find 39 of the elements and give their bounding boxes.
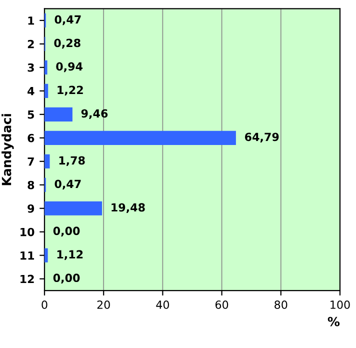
bar xyxy=(44,130,236,145)
bar xyxy=(44,154,50,168)
data-label: 0,47 xyxy=(54,180,81,190)
data-label: 0,00 xyxy=(53,274,80,284)
y-tick-label: 11 xyxy=(20,251,34,260)
data-label: 1,78 xyxy=(59,156,85,166)
bar xyxy=(44,107,72,122)
data-label: 1,22 xyxy=(58,86,83,96)
x-tick-label: 100 xyxy=(330,300,350,309)
y-tick-label: 9 xyxy=(28,204,34,213)
x-tick-label: 60 xyxy=(215,300,228,309)
y-tick-label: 6 xyxy=(28,134,34,142)
bar xyxy=(44,84,48,98)
data-label: 64,79 xyxy=(244,132,279,143)
y-axis-title: Kandydaci xyxy=(2,114,14,186)
data-label: 9,46 xyxy=(81,109,108,120)
y-tick-label: 5 xyxy=(28,110,34,119)
data-label: 0,47 xyxy=(54,15,81,26)
data-label: 0,94 xyxy=(56,62,83,72)
data-label: 1,12 xyxy=(57,250,83,260)
y-tick-label: 4 xyxy=(28,87,34,96)
x-tick-label: 40 xyxy=(156,300,170,309)
data-label: 0,28 xyxy=(54,38,80,49)
x-tick-label: 20 xyxy=(97,300,110,309)
bar xyxy=(44,248,48,262)
x-tick-label: 0 xyxy=(42,300,48,309)
data-label: 19,48 xyxy=(112,203,145,214)
y-tick-label: 1 xyxy=(28,16,34,25)
data-label: 0,00 xyxy=(53,226,80,236)
y-tick-label: 2 xyxy=(28,40,34,48)
y-tick-label: 7 xyxy=(28,158,34,166)
y-tick-label: 10 xyxy=(20,228,34,236)
x-axis-title: % xyxy=(328,316,340,326)
y-tick-label: 3 xyxy=(28,63,34,72)
x-tick-label: 80 xyxy=(274,300,288,309)
bar xyxy=(44,60,48,74)
bar xyxy=(44,201,102,216)
y-tick-label: 12 xyxy=(20,274,34,284)
y-tick-label: 8 xyxy=(28,180,34,190)
